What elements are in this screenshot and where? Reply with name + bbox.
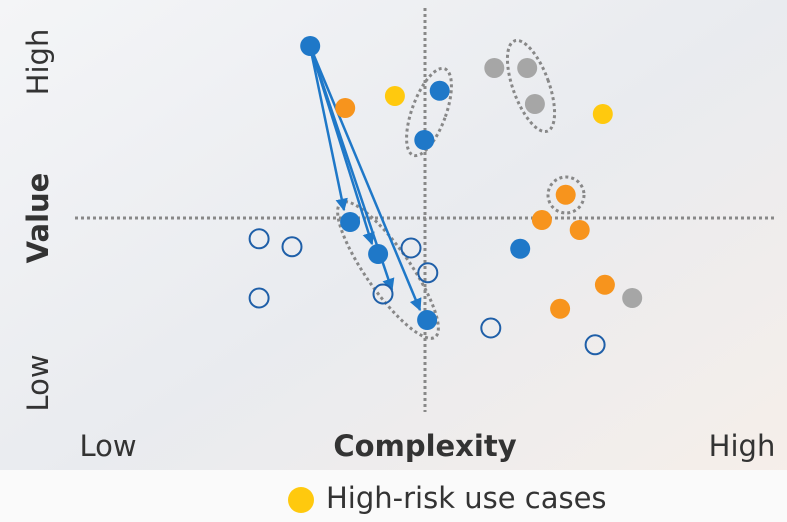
point [510,238,531,259]
legend-label: High-risk use cases [326,481,607,515]
point [335,98,356,118]
group-outline [546,175,586,215]
point [622,288,643,308]
point [531,210,552,230]
x-high-label: High [709,429,776,463]
point [584,334,606,356]
point [594,274,615,295]
legend-swatch [288,487,314,513]
x-axis-label: Complexity [333,429,516,463]
point [569,220,590,240]
point [368,244,389,264]
point [517,58,538,78]
point [550,298,571,319]
point [555,184,576,205]
y-axis-label: Value [21,173,55,264]
point [429,80,450,101]
arrow [308,45,348,212]
point [248,287,270,309]
point [524,94,545,114]
legend-band [0,470,787,522]
y-low-label: Low [21,354,55,411]
point [384,86,405,106]
point [372,283,394,305]
point [484,58,505,78]
y-high-label: High [21,29,55,96]
point [592,104,613,124]
arrow [308,45,422,312]
point [248,228,270,250]
point [480,317,502,339]
point [417,262,439,284]
point [414,130,435,150]
group-outline [405,66,453,158]
group-outline [505,38,557,134]
point [300,36,321,56]
point [340,212,361,232]
point [281,236,303,258]
point [417,310,438,330]
point [400,237,422,259]
x-low-label: Low [79,429,136,463]
